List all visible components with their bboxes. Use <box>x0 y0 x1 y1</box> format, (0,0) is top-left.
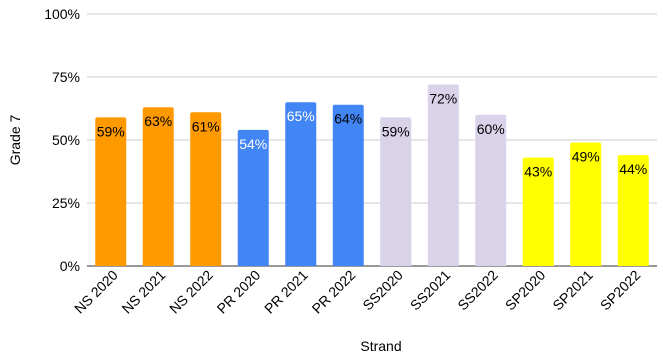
x-tick-label: SS2021 <box>407 267 454 314</box>
bar <box>380 117 412 266</box>
x-tick-label: NS 2021 <box>119 267 169 317</box>
bar <box>142 107 174 267</box>
data-label: 54% <box>239 136 267 152</box>
y-tick-label: 50% <box>52 132 80 148</box>
bar <box>332 104 364 266</box>
y-axis-ticks: 0% 25% 50% 75% 100% <box>44 6 80 274</box>
data-label: 59% <box>97 123 125 139</box>
data-label: 44% <box>619 161 647 177</box>
bar <box>285 102 317 266</box>
data-labels: 59% 63% 61% 54% 65% 64% 59% 72% 60% 43% 49% 44% <box>97 91 648 180</box>
data-label: 60% <box>477 121 505 137</box>
y-tick-label: 25% <box>52 195 80 211</box>
bars <box>95 84 649 267</box>
x-tick-label: SS2020 <box>359 267 406 314</box>
x-axis-label: Strand <box>360 338 401 354</box>
bar <box>522 157 554 266</box>
bar <box>570 142 602 266</box>
data-label: 43% <box>524 164 552 180</box>
y-tick-label: 75% <box>52 69 80 85</box>
data-label: 49% <box>572 149 600 165</box>
data-label: 63% <box>144 113 172 129</box>
gridlines <box>87 13 657 267</box>
bar <box>190 112 222 266</box>
x-tick-label: SS2022 <box>454 267 501 314</box>
x-tick-label: PR 2020 <box>214 267 264 317</box>
x-tick-label: PR 2022 <box>309 267 359 317</box>
x-tick-label: NS 2022 <box>166 267 216 317</box>
data-label: 61% <box>192 118 220 134</box>
bar <box>475 114 507 266</box>
data-label: 64% <box>334 111 362 127</box>
x-tick-label: SP2020 <box>502 267 549 314</box>
data-label: 59% <box>382 123 410 139</box>
y-tick-label: 100% <box>44 6 80 22</box>
bar <box>95 117 127 266</box>
x-tick-label: PR 2021 <box>261 267 311 317</box>
bar <box>427 84 459 266</box>
bar <box>237 129 269 266</box>
y-axis-label: Grade 7 <box>7 114 23 165</box>
data-label: 65% <box>287 108 315 124</box>
x-tick-label: NS 2020 <box>71 267 121 317</box>
x-tick-label: SP2021 <box>549 267 596 314</box>
y-tick-label: 0% <box>60 258 80 274</box>
data-label: 72% <box>429 91 457 107</box>
bar <box>617 155 649 266</box>
x-tick-label: SP2022 <box>597 267 644 314</box>
